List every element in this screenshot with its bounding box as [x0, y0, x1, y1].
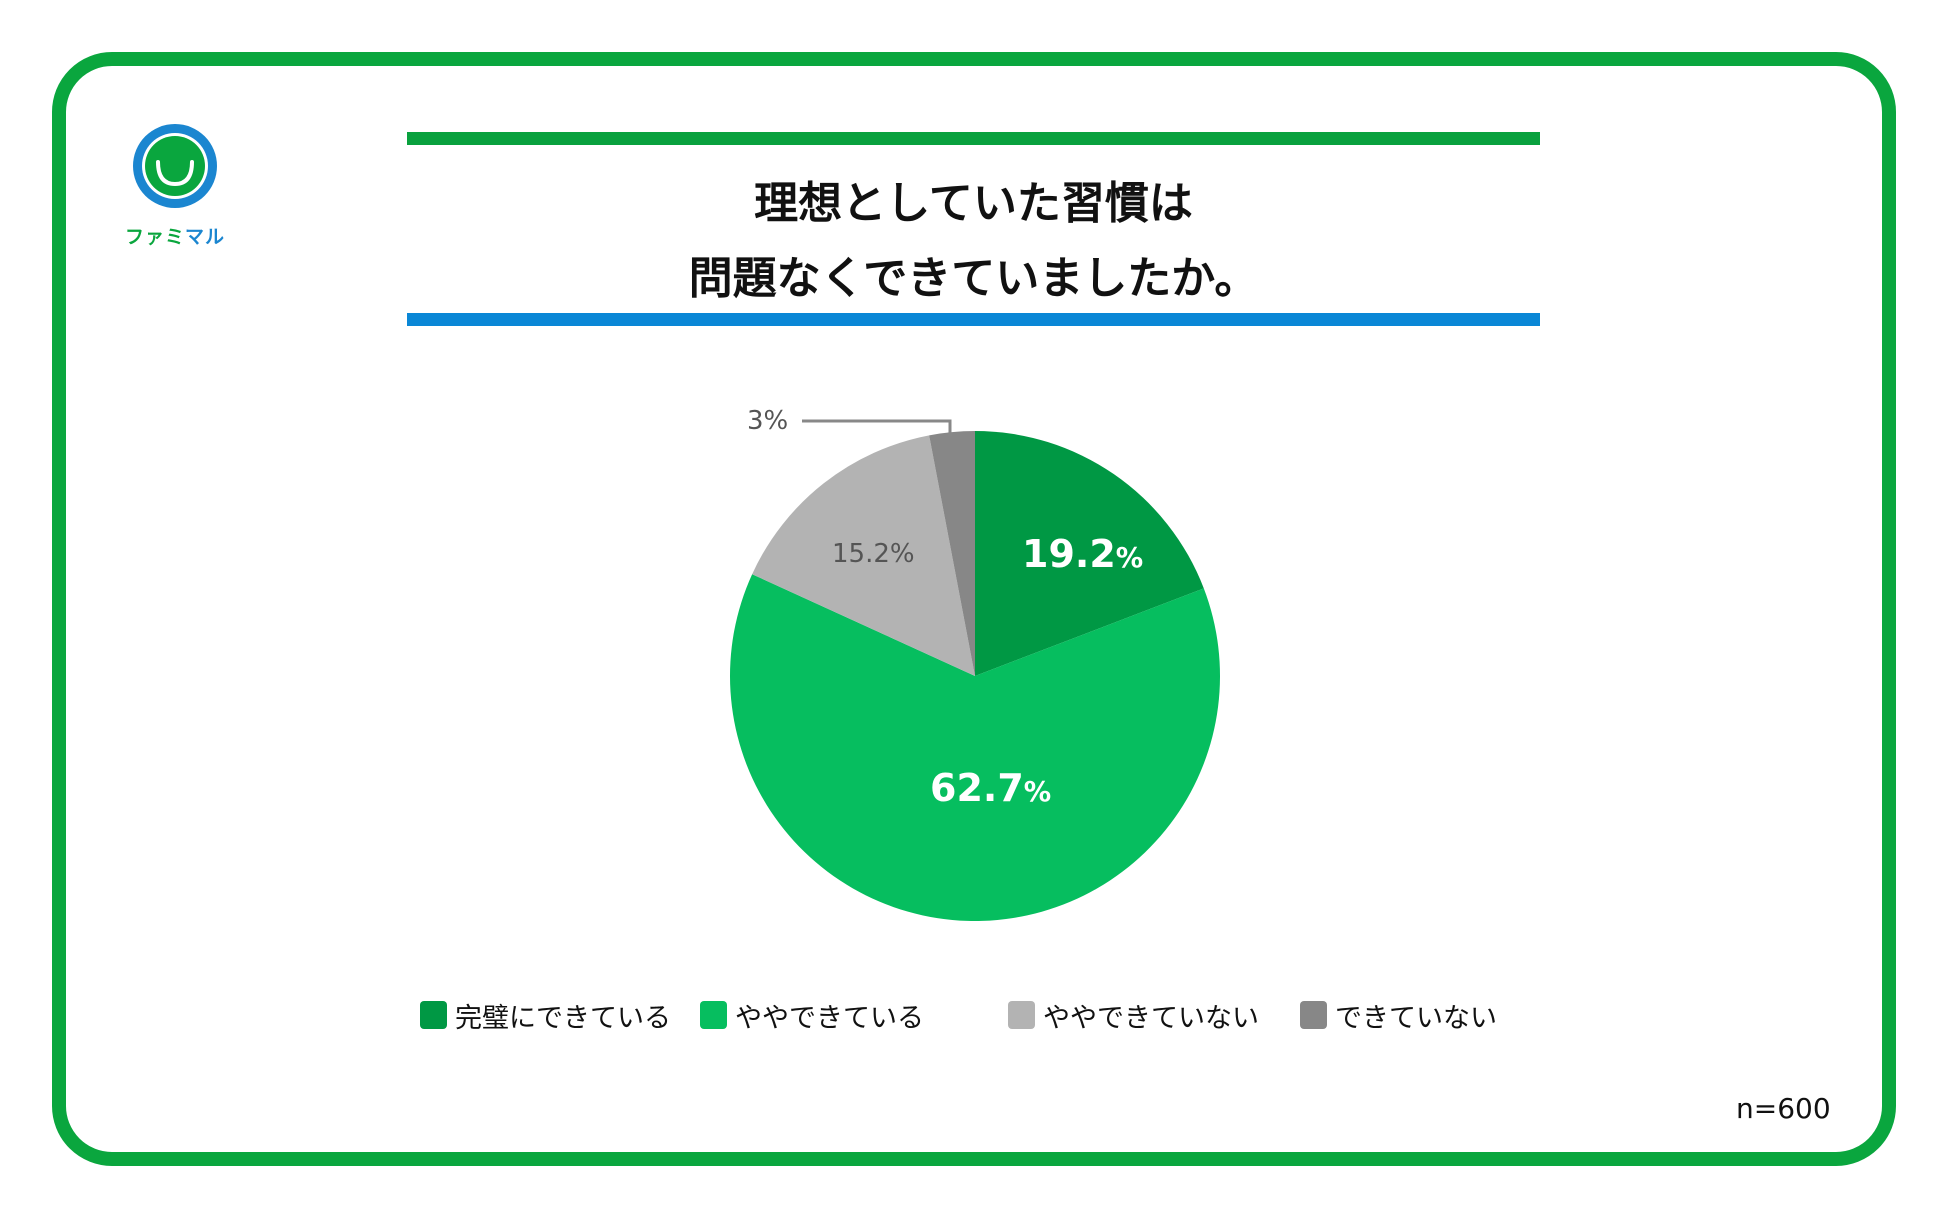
title-line-1: 理想としていた習慣は [754, 178, 1193, 229]
slice-not [929, 431, 975, 676]
legend: 完璧にできている ややできている ややできていない できていない [0, 998, 1950, 1034]
title-bar-bottom [407, 313, 1540, 326]
famimaru-logo: ファミマル [120, 118, 230, 248]
logo-text: ファミマル [124, 226, 226, 248]
slice-somewhat-not [752, 435, 975, 676]
legend-item-perfect: 完璧にできている [420, 998, 671, 1034]
slice-label-somewhat-not: 15.2% [832, 539, 915, 569]
smiley-logo-icon [133, 124, 217, 208]
legend-swatch [1008, 1001, 1035, 1029]
slice-somewhat [729, 574, 1220, 922]
legend-item-somewhat: ややできている [700, 998, 924, 1034]
title-line-2: 問題なくできていましたか。 [688, 253, 1259, 304]
slice-label-not: 3% [747, 406, 789, 436]
slice-label-perfect: 19.2% [1022, 532, 1144, 576]
legend-item-not: できていない [1300, 998, 1497, 1034]
legend-swatch [700, 1001, 727, 1029]
legend-swatch [1300, 1001, 1327, 1029]
sample-size: n=600 [1736, 1092, 1831, 1125]
title-bar-top [407, 132, 1540, 145]
slice-label-somewhat: 62.7% [930, 766, 1052, 810]
legend-swatch [420, 1001, 447, 1029]
legend-item-somewhat-not: ややできていない [1008, 998, 1259, 1034]
chart-title: 理想としていた習慣は 問題なくできていましたか。 [407, 166, 1540, 316]
leader-line [802, 419, 952, 436]
slice-perfect [975, 431, 1204, 676]
